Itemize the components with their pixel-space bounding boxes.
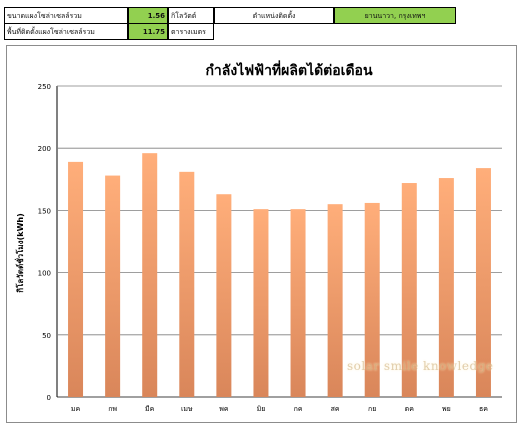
y-tick-label: 100 (38, 270, 51, 278)
x-tick-label: พย (442, 405, 451, 413)
x-tick-label: มิย (257, 405, 266, 413)
bar-5 (216, 194, 232, 397)
bar-8 (327, 204, 343, 397)
chart-title: กำลังไฟฟ้าที่ผลิตได้ต่อเดือน (205, 60, 373, 79)
x-tick-label: กย (368, 405, 376, 413)
bar-7 (290, 209, 306, 397)
x-tick-label: ธค (479, 405, 488, 413)
install-area-label: พื้นที่ติดตั้งแผงโซล่าเซลล์รวม (4, 23, 128, 40)
x-tick-label: เมษ (181, 405, 193, 413)
watermark-text: solar smile knowledge (347, 359, 494, 373)
bar-11 (438, 178, 454, 397)
y-tick-label: 150 (38, 207, 51, 215)
chart-area: กำลังไฟฟ้าที่ผลิตได้ต่อเดือน กิโลวัตต์ชั… (6, 45, 517, 423)
bar-9 (364, 202, 380, 397)
bar-12 (475, 168, 491, 397)
bar-2 (105, 175, 121, 397)
x-tick-label: สค (331, 405, 340, 413)
panel-size-label: ขนาดแผงโซล่าเซลล์รวม (4, 7, 128, 24)
location-value[interactable]: ยานนาวา, กรุงเทพฯ (334, 7, 456, 24)
x-tick-label: พค (219, 405, 229, 413)
location-label: ตำแหน่งติดตั้ง (214, 7, 334, 24)
x-tick-label: มค (71, 405, 81, 413)
bar-3 (142, 153, 158, 397)
monthly-energy-chart: กำลังไฟฟ้าที่ผลิตได้ต่อเดือน กิโลวัตต์ชั… (14, 60, 502, 413)
panel-size-unit: กิโลวัตต์ (168, 7, 214, 24)
bar-4 (179, 171, 195, 397)
install-area-value[interactable]: 11.75 (128, 23, 168, 40)
y-axis-label: กิโลวัตต์ชั่วโมง(kWh) (14, 213, 25, 293)
x-tick-label: ตค (405, 405, 415, 413)
install-area-unit: ตารางเมตร (168, 23, 214, 40)
y-tick-label: 0 (47, 394, 51, 402)
y-tick-label: 200 (38, 145, 51, 153)
bar-6 (253, 209, 269, 397)
y-tick-label: 250 (38, 83, 51, 91)
bar-10 (401, 183, 417, 397)
x-tick-label: มีค (145, 405, 155, 413)
x-tick-label: กค (294, 405, 303, 413)
x-tick-label: กพ (108, 405, 117, 413)
bar-1 (68, 161, 84, 397)
y-tick-label: 50 (42, 332, 51, 340)
panel-size-value[interactable]: 1.56 (128, 7, 168, 24)
